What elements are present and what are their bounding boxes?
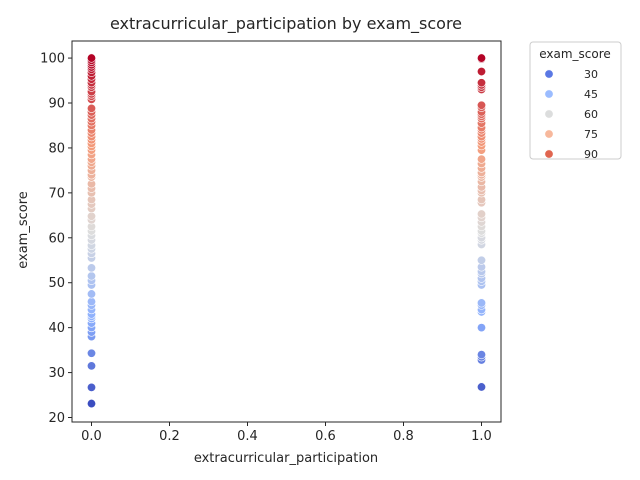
- legend-label: 75: [584, 128, 598, 141]
- legend-label: 30: [584, 68, 598, 81]
- data-point: [476, 67, 486, 77]
- y-tick-label: 20: [48, 411, 65, 426]
- y-tick-label: 60: [48, 231, 65, 246]
- y-tick-label: 100: [40, 52, 65, 67]
- data-points: [87, 53, 486, 409]
- y-axis-label: exam_score: [16, 191, 31, 269]
- data-point: [476, 53, 486, 63]
- data-point: [476, 382, 486, 392]
- data-point: [476, 350, 486, 360]
- data-point: [87, 348, 97, 358]
- data-point: [476, 78, 486, 88]
- axes-frame: [71, 40, 502, 423]
- y-tick-label: 50: [48, 276, 65, 291]
- data-point: [87, 382, 97, 392]
- x-tick-label: 1.0: [471, 429, 492, 444]
- legend-marker: [544, 69, 554, 79]
- data-point: [476, 154, 486, 164]
- data-point: [87, 53, 97, 63]
- y-tick-label: 70: [48, 186, 65, 201]
- data-point: [87, 399, 97, 409]
- y-tick-label: 90: [48, 97, 65, 112]
- legend-marker: [544, 129, 554, 139]
- legend-items: 30 45 60 75 90: [544, 68, 598, 161]
- y-tick-label: 40: [48, 321, 65, 336]
- legend-marker: [544, 149, 554, 159]
- x-tick-label: 0.8: [393, 429, 414, 444]
- legend-label: 90: [584, 148, 598, 161]
- legend-label: 45: [584, 88, 598, 101]
- x-axis-label: extracurricular_participation: [194, 451, 378, 466]
- y-tick-label: 80: [48, 141, 65, 156]
- data-point: [87, 103, 97, 113]
- data-point: [87, 211, 97, 221]
- data-point: [476, 209, 486, 219]
- data-point: [476, 100, 486, 110]
- x-tick-label: 0.0: [81, 429, 102, 444]
- legend-marker: [544, 89, 554, 99]
- data-point: [87, 297, 97, 307]
- y-tick-label: 30: [48, 366, 65, 381]
- data-point: [87, 361, 97, 371]
- data-point: [476, 323, 486, 333]
- chart-title: extracurricular_participation by exam_sc…: [110, 14, 462, 34]
- x-tick-label: 0.2: [159, 429, 180, 444]
- data-point: [476, 255, 486, 265]
- data-point: [476, 298, 486, 308]
- legend-marker: [544, 109, 554, 119]
- y-axis: 20 30 40 50 60 70 80 90 100: [40, 52, 72, 426]
- x-tick-label: 0.6: [315, 429, 336, 444]
- data-point: [87, 271, 97, 281]
- legend: exam_score 30 45 60 75 90: [529, 41, 622, 161]
- x-tick-label: 0.4: [237, 429, 258, 444]
- x-axis: 0.0 0.2 0.4 0.6 0.8 1.0: [81, 422, 492, 444]
- legend-title: exam_score: [539, 47, 611, 61]
- data-point: [87, 263, 97, 273]
- legend-label: 60: [584, 108, 598, 121]
- data-point: [87, 289, 97, 299]
- legend-frame: [529, 41, 622, 160]
